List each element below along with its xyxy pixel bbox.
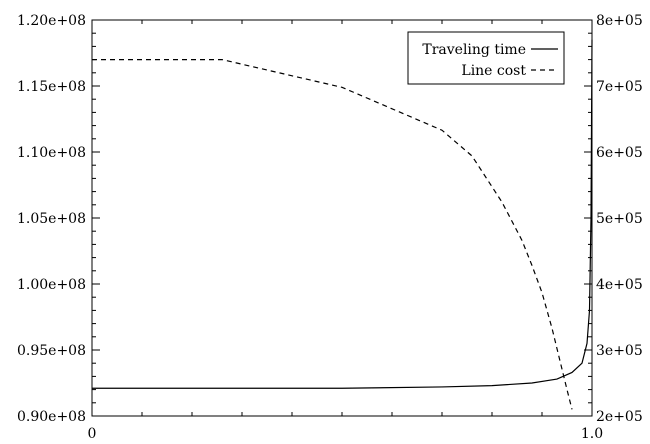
right-tick-label: 4e+05 [596,277,643,293]
right-tick-label: 6e+05 [596,145,643,161]
x-tick-label: 0 [88,426,97,442]
x-axis-ticks: 0 1.0 [88,20,603,442]
series-line-1 [92,39,593,389]
left-tick-label: 1.00e+08 [17,277,86,293]
legend-label: Line cost [461,63,526,79]
right-tick-label: 2e+05 [596,409,643,425]
right-tick-label: 3e+05 [596,343,643,359]
right-tick-label: 7e+05 [596,79,643,95]
left-tick-label: 1.10e+08 [17,145,86,161]
series-line-2 [92,59,573,410]
left-tick-label: 1.15e+08 [17,79,86,95]
left-tick-label: 0.95e+08 [17,343,86,359]
left-tick-label: 0.90e+08 [17,409,86,425]
left-tick-label: 1.05e+08 [17,211,86,227]
right-tick-label: 8e+05 [596,13,643,29]
right-y-axis-ticks: 2e+05 3e+05 4e+05 5e+05 6e+05 7e+05 8e+05 [584,13,643,425]
left-tick-label: 1.20e+08 [17,13,86,29]
legend-label: Traveling time [422,42,526,58]
x-tick-label: 1.0 [581,426,603,442]
right-tick-label: 5e+05 [596,211,643,227]
left-y-axis-ticks: 0.90e+08 0.95e+08 1.00e+08 1.05e+08 1.10e+08… [17,13,100,425]
legend-box [407,31,565,85]
series-group [92,39,593,410]
legend: Traveling time Line cost [407,31,565,85]
